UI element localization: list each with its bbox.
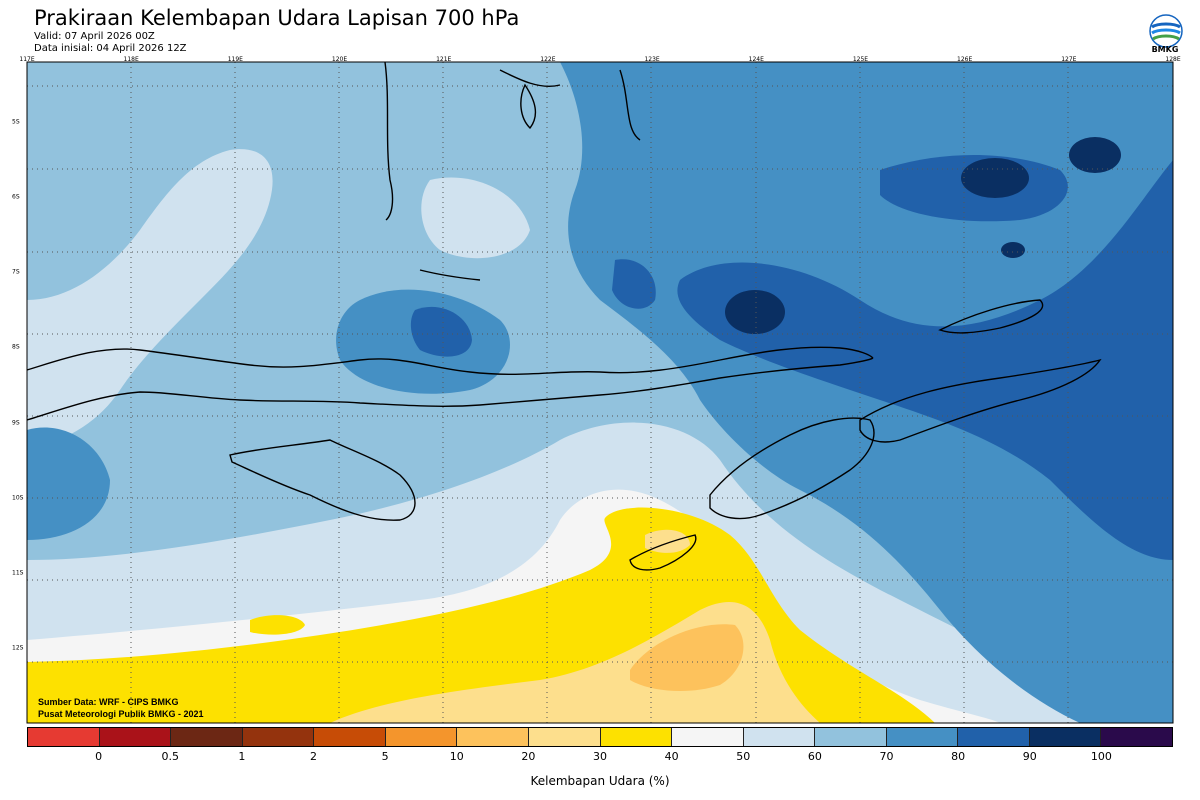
colorbar-label: 5 — [381, 750, 389, 763]
humidity-peak-region — [725, 290, 785, 334]
coastline-flores-islets — [419, 69, 641, 281]
coastline-timor — [709, 417, 875, 520]
humidity-40-50-region — [250, 615, 305, 635]
coastline-sumba — [229, 439, 416, 521]
colorbar-label: 90 — [1022, 750, 1037, 763]
humidity-60-70-region — [421, 177, 530, 259]
valid-time: Valid: 07 April 2026 00Z — [34, 31, 155, 42]
colorbar-label: 40 — [664, 750, 679, 763]
coastline-rote — [629, 534, 697, 571]
longitude-label: 119E — [227, 56, 243, 63]
longitude-label: 124E — [748, 56, 764, 63]
colorbar-label: 0.5 — [161, 750, 180, 763]
map-title: Prakiraan Kelembapan Udara Lapisan 700 h… — [34, 6, 520, 30]
bmkg-logo-icon — [1149, 14, 1183, 48]
colorbar-segment — [314, 728, 386, 746]
latitude-label: 7S — [12, 268, 20, 276]
colorbar-segment — [28, 728, 100, 746]
longitude-label: 128E — [1165, 56, 1181, 63]
bmkg-logo-text: BMKG — [1151, 45, 1179, 54]
coastlines — [27, 62, 1102, 571]
longitude-label: 121E — [436, 56, 452, 63]
data-source: Sumber Data: WRF - CIPS BMKG — [38, 697, 179, 707]
colorbar-label: 30 — [593, 750, 607, 763]
coastline-wetar — [938, 299, 1044, 334]
coastline-lesser-sunda-north — [27, 346, 874, 375]
humidity-peak-region — [1069, 137, 1121, 173]
colorbar-segment — [600, 728, 673, 746]
latitude-label: 10S — [12, 494, 24, 502]
longitude-label: 125E — [852, 56, 869, 63]
coastline-sulawesi-s — [384, 62, 394, 221]
colorbar-label: 20 — [521, 750, 536, 763]
colorbar-label: 100 — [1090, 750, 1112, 763]
colorbar-segment — [672, 728, 744, 746]
coastline-selayar — [520, 83, 537, 130]
humidity-peak-region — [1001, 242, 1025, 258]
colorbar-segment — [958, 728, 1030, 746]
colorbar-segment — [815, 728, 887, 746]
colorbar-label: 10 — [449, 750, 464, 763]
humidity-peak-region — [961, 158, 1029, 198]
humidity-90-100-region — [410, 306, 472, 357]
colorbar-label: 70 — [879, 750, 894, 763]
colorbar-label: 80 — [951, 750, 966, 763]
colorbar-segment — [1029, 728, 1102, 746]
humidity-90-100-region — [612, 259, 656, 309]
coastline-lesser-sunda-south — [27, 357, 874, 421]
colorbar-label: 0 — [95, 750, 103, 763]
colorbar-title: Kelembapan Udara (%) — [530, 774, 670, 788]
humidity-map — [26, 61, 1174, 724]
humidity-90-100-region — [677, 160, 1173, 560]
coastline-timor-east — [859, 358, 1102, 443]
colorbar-segment — [385, 728, 458, 746]
colorbar-segment — [457, 728, 529, 746]
longitude-label: 123E — [644, 56, 660, 63]
colorbar-segment — [743, 728, 816, 746]
colorbar-segment — [886, 728, 959, 746]
colorbar-label: 60 — [807, 750, 822, 763]
latitude-label: 12S — [12, 644, 24, 652]
longitude-label: 120E — [331, 56, 348, 63]
latitude-label: 9S — [12, 419, 20, 427]
colorbar-label: 2 — [310, 750, 317, 763]
latitude-label: 8S — [12, 343, 20, 351]
latitude-label: 6S — [12, 193, 20, 201]
colorbar-segment — [528, 728, 601, 746]
lat-lon-grid — [27, 62, 1173, 723]
colorbar — [27, 727, 1173, 747]
humidity-80-90-region — [27, 427, 110, 540]
longitude-label: 126E — [957, 56, 973, 63]
humidity-20-30-region — [630, 624, 744, 692]
colorbar-segment — [242, 728, 315, 746]
colorbar-segment — [1101, 728, 1172, 746]
longitude-label: 118E — [123, 56, 139, 63]
map-frame — [26, 61, 1174, 724]
colorbar-label: 50 — [736, 750, 751, 763]
longitude-label: 127E — [1061, 56, 1077, 63]
humidity-60-70-region — [27, 149, 273, 451]
latitude-label: 11S — [12, 569, 24, 577]
latitude-label: 5S — [12, 118, 20, 126]
longitude-label: 117E — [19, 56, 35, 63]
colorbar-segment — [171, 728, 243, 746]
longitude-label: 122E — [540, 56, 556, 63]
colorbar-label: 1 — [238, 750, 246, 763]
init-time: Data inisial: 04 April 2026 12Z — [34, 43, 187, 54]
organization-credit: Pusat Meteorologi Publik BMKG - 2021 — [38, 709, 204, 719]
colorbar-segment — [99, 728, 172, 746]
